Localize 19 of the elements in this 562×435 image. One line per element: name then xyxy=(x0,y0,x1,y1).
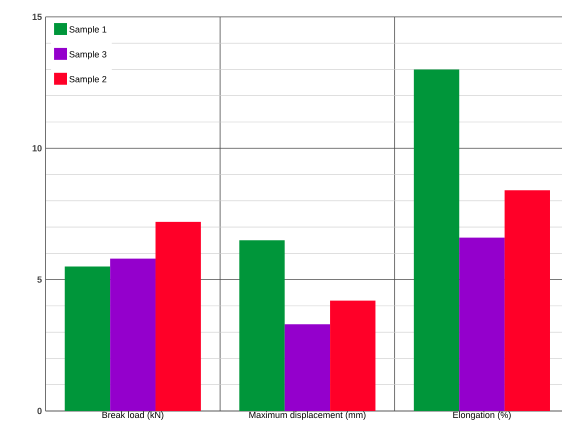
bar xyxy=(459,238,505,412)
x-tick-label: Elongation (%) xyxy=(453,412,511,420)
y-tick-label: 0 xyxy=(37,408,42,414)
bar xyxy=(284,324,330,412)
bar xyxy=(414,70,460,412)
y-tick-label: 15 xyxy=(32,14,42,20)
y-tick-label: 5 xyxy=(37,276,42,283)
bar xyxy=(330,300,376,412)
bar xyxy=(504,190,550,412)
bar xyxy=(156,222,201,412)
bar xyxy=(64,266,110,412)
legend-label: Sample 1 xyxy=(69,26,106,34)
x-tick-label: Maximum displacement (mm) xyxy=(249,412,366,420)
x-tick-label: Break load (kN) xyxy=(102,412,164,420)
bar xyxy=(110,258,156,412)
y-tick-label: 10 xyxy=(32,145,42,152)
legend-label: Sample 2 xyxy=(69,76,106,84)
legend-label: Sample 3 xyxy=(69,50,106,60)
bar xyxy=(239,240,285,412)
